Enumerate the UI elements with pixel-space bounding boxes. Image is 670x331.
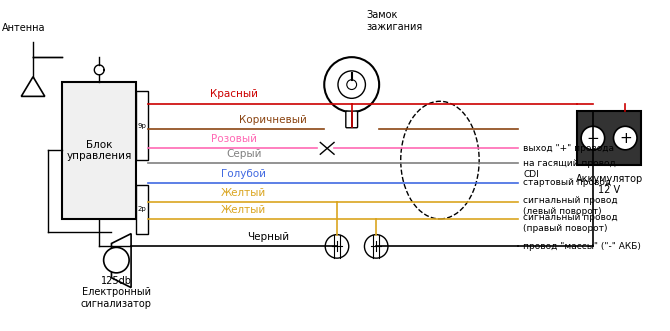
Text: Розовый: Розовый [211, 134, 257, 144]
Text: на гасящий провод
CDI: на гасящий провод CDI [523, 159, 616, 179]
Circle shape [581, 126, 604, 150]
Text: Голубой: Голубой [221, 169, 267, 179]
Text: стартовый провод: стартовый провод [523, 178, 612, 187]
Polygon shape [21, 77, 45, 96]
Text: Коричневый: Коричневый [239, 115, 307, 125]
Circle shape [104, 247, 129, 273]
Text: Замок
зажигания: Замок зажигания [366, 10, 423, 32]
FancyBboxPatch shape [136, 185, 148, 234]
Text: сигнальный провод
(левый поворот): сигнальный провод (левый поворот) [523, 197, 618, 216]
Text: +: + [619, 130, 632, 146]
Text: выход "+" провода: выход "+" провода [523, 144, 614, 153]
Text: 9р: 9р [137, 123, 146, 129]
Text: Блок
управления: Блок управления [66, 139, 132, 161]
Circle shape [364, 235, 388, 258]
Text: сигнальный провод
(правый поворот): сигнальный провод (правый поворот) [523, 213, 618, 233]
Circle shape [614, 126, 637, 150]
Text: 2р: 2р [137, 206, 146, 212]
FancyBboxPatch shape [578, 111, 641, 165]
Text: Желтый: Желтый [221, 205, 267, 215]
Text: Аккумулятор
12 V: Аккумулятор 12 V [576, 174, 643, 195]
Text: −: − [586, 130, 599, 146]
Circle shape [347, 80, 356, 89]
FancyBboxPatch shape [136, 91, 148, 160]
FancyBboxPatch shape [62, 82, 136, 219]
Circle shape [338, 71, 365, 98]
FancyBboxPatch shape [346, 111, 358, 128]
Text: провод "массы" ("-" АКБ): провод "массы" ("-" АКБ) [523, 242, 641, 251]
Text: Желтый: Желтый [221, 188, 267, 198]
Text: 125db
Електронный
сигнализатор: 125db Електронный сигнализатор [81, 276, 152, 309]
Text: Красный: Красный [210, 89, 258, 99]
Text: Черный: Черный [247, 232, 289, 243]
Polygon shape [111, 234, 131, 288]
Text: Серый: Серый [226, 149, 261, 159]
Circle shape [325, 235, 349, 258]
Text: Антенна: Антенна [1, 23, 45, 33]
Circle shape [324, 57, 379, 112]
